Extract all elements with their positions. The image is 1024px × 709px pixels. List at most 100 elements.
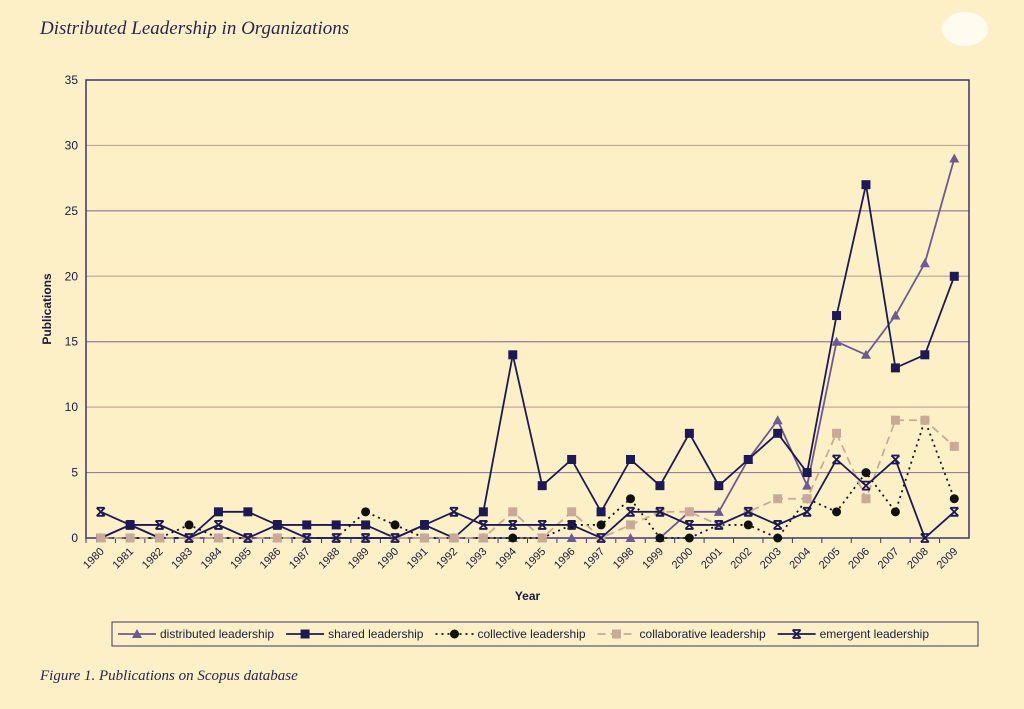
page-title: Distributed Leadership in Organizations <box>40 18 350 39</box>
distributed-leadership-point <box>890 310 901 320</box>
y-tick-label: 10 <box>65 400 79 414</box>
legend-marker-collaborative-leadership <box>612 629 622 639</box>
shared-leadership-point <box>626 454 636 464</box>
collaborative-leadership-point <box>890 415 900 425</box>
legend-marker-shared-leadership <box>300 629 310 639</box>
x-tick-label: 1992 <box>434 546 460 572</box>
x-tick-label: 1980 <box>81 546 107 572</box>
legend <box>111 621 979 647</box>
shared-leadership-point <box>478 507 488 517</box>
collaborative-leadership-point <box>213 533 223 543</box>
x-tick-label: 1990 <box>375 546 401 572</box>
collaborative-leadership-point <box>508 507 518 517</box>
shared-leadership-point <box>920 350 930 360</box>
x-tick-label: 1987 <box>287 546 313 572</box>
x-tick-label: 1996 <box>552 546 578 572</box>
collective-leadership-point <box>773 533 783 543</box>
x-axis-label: Year <box>515 589 541 603</box>
shared-leadership-point <box>743 454 753 464</box>
emergent-leadership-point <box>184 533 194 543</box>
x-tick-label: 1983 <box>169 546 195 572</box>
legend-label-emergent-leadership: emergent leadership <box>820 627 930 641</box>
shared-leadership-line <box>100 184 956 540</box>
collaborative-leadership-point <box>272 533 282 543</box>
decorative-ellipse <box>942 12 988 46</box>
collective-leadership-point <box>361 507 371 517</box>
x-tick-label: 2006 <box>846 546 872 572</box>
emergent-leadership-point <box>331 533 341 543</box>
collaborative-leadership-point <box>478 533 488 543</box>
figure-caption: Figure 1. Publications on Scopus databas… <box>40 668 298 684</box>
distributed-leadership-point <box>831 336 842 346</box>
shared-leadership-point <box>714 481 724 491</box>
emergent-leadership-point <box>714 520 724 530</box>
emergent-leadership-line <box>100 457 955 540</box>
shared-leadership-point <box>243 507 253 517</box>
collective-leadership-point <box>655 533 665 543</box>
y-tick-label: 30 <box>65 138 79 152</box>
y-tick-label: 35 <box>65 73 79 87</box>
x-tick-label: 1997 <box>581 546 607 572</box>
legend-marker-collective-leadership <box>449 629 459 639</box>
x-tick-label: 2003 <box>758 546 784 572</box>
y-tick-label: 0 <box>71 531 78 545</box>
emergent-leadership-point <box>596 533 606 543</box>
collective-leadership-point <box>684 533 694 543</box>
emergent-leadership-point <box>831 454 842 465</box>
collaborative-leadership-point <box>802 494 812 504</box>
emergent-leadership-point <box>773 520 783 530</box>
x-tick-label: 2008 <box>905 546 931 572</box>
emergent-leadership-point <box>508 520 518 530</box>
shared-leadership-point <box>537 481 547 491</box>
emergent-leadership-point <box>243 533 253 543</box>
emergent-leadership-point <box>567 520 577 530</box>
shared-leadership-point <box>655 481 665 491</box>
collective-leadership-point <box>949 494 959 504</box>
collective-leadership-point <box>626 494 636 504</box>
collective-leadership-point <box>890 507 900 517</box>
x-tick-label: 1988 <box>317 546 343 572</box>
legend-label-collaborative-leadership: collaborative leadership <box>640 627 766 641</box>
shared-leadership-point <box>949 271 959 281</box>
x-tick-label: 1995 <box>523 546 549 572</box>
distributed-leadership-point <box>625 533 636 542</box>
collaborative-leadership-point <box>567 507 577 517</box>
collective-leadership-point <box>184 520 194 530</box>
emergent-leadership-point <box>478 520 488 530</box>
collective-leadership-point <box>390 520 400 530</box>
shared-leadership-point <box>684 428 694 438</box>
collaborative-leadership-point <box>861 494 871 504</box>
x-tick-label: 2007 <box>876 546 902 572</box>
x-tick-label: 1998 <box>611 546 637 572</box>
collaborative-leadership-point <box>537 533 547 543</box>
collective-leadership-point <box>508 533 518 543</box>
x-tick-label: 1999 <box>640 546 666 572</box>
x-tick-label: 1994 <box>493 546 519 572</box>
shared-leadership-point <box>773 428 783 438</box>
distributed-leadership-point <box>772 415 783 425</box>
emergent-leadership-point <box>802 506 812 517</box>
collaborative-leadership-point <box>125 533 135 543</box>
collaborative-leadership-point <box>96 533 106 543</box>
y-tick-label: 20 <box>65 269 79 283</box>
distributed-leadership-point <box>802 480 813 490</box>
collaborative-leadership-point <box>684 507 694 517</box>
emergent-leadership-point <box>213 520 224 530</box>
collective-leadership-point <box>832 507 842 517</box>
legend-label-collective-leadership: collective leadership <box>477 627 585 641</box>
distributed-leadership-point <box>949 153 960 163</box>
emergent-leadership-point <box>419 520 430 530</box>
distributed-leadership-point <box>713 506 724 516</box>
y-tick-label: 25 <box>65 204 79 218</box>
shared-leadership-point <box>213 507 223 517</box>
collaborative-leadership-point <box>949 441 959 451</box>
x-tick-label: 1981 <box>110 546 136 572</box>
distributed-leadership-line <box>100 158 956 539</box>
y-tick-label: 15 <box>65 335 79 349</box>
emergent-leadership-point <box>920 533 930 543</box>
x-tick-label: 2009 <box>935 546 961 572</box>
distributed-leadership-point <box>860 349 871 359</box>
collaborative-leadership-point <box>419 533 429 543</box>
emergent-leadership-point <box>154 520 165 530</box>
